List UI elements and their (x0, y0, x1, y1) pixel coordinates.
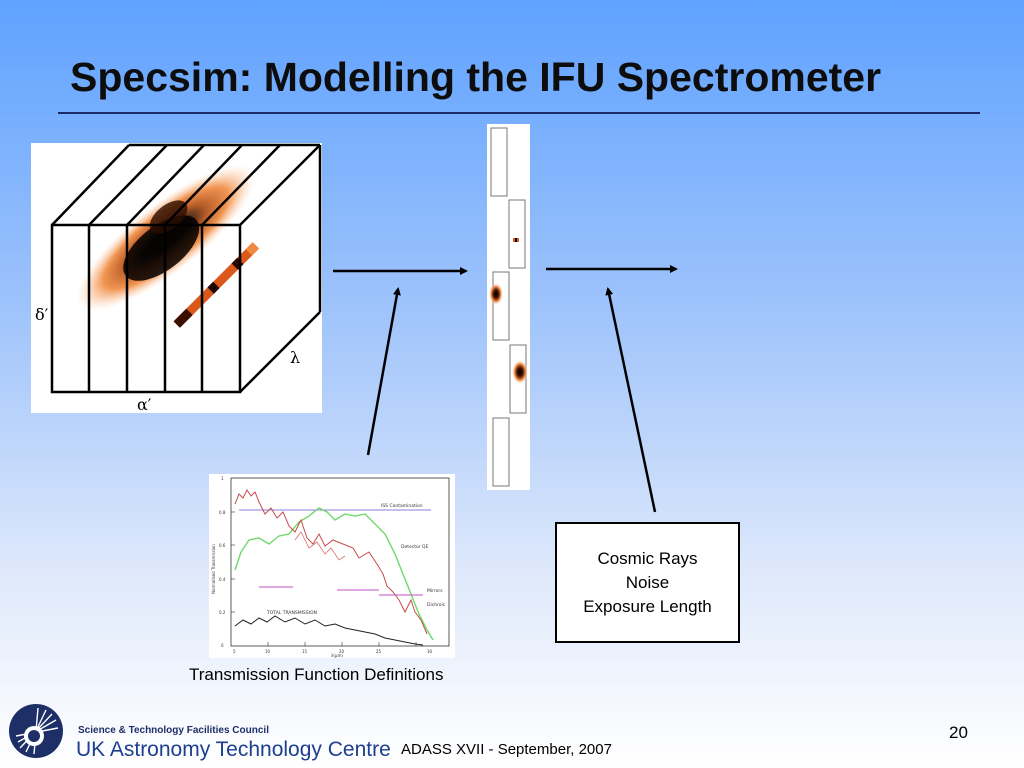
data-cube-figure: δ′ α′ λ (31, 143, 322, 414)
y-tick: 0.6 (219, 543, 226, 548)
data-cube-diagram (50, 143, 322, 394)
y-tick: 0.2 (219, 610, 226, 615)
transmission-plot: ISS Contamination Detector QE Mirrors Di… (209, 474, 455, 658)
axis-delta-label: δ′ (35, 305, 49, 324)
x-axis-label: λ(μm) (331, 653, 343, 658)
axis-lambda-label: λ (290, 348, 301, 367)
y-tick: 0 (221, 643, 224, 648)
page-number: 20 (949, 723, 968, 742)
transmission-curves: ISS Contamination Detector QE Mirrors Di… (211, 476, 450, 658)
x-tick: 10 (265, 649, 271, 654)
x-tick: 5 (233, 649, 236, 654)
noise-line-noise: Noise (625, 572, 670, 592)
noise-parameters-box: Cosmic Rays Noise Exposure Length (555, 522, 740, 643)
x-tick: 20 (339, 649, 345, 654)
slide-title: Specsim: Modelling the IFU Spectrometer (70, 54, 882, 100)
x-tick: 30 (427, 649, 433, 654)
arrow-transmission-up (366, 287, 401, 456)
y-axis-label: Normalised Transmission (211, 544, 216, 594)
y-tick: 1 (221, 476, 224, 481)
legend-iss: ISS Contamination (381, 503, 423, 509)
y-tick: 0.8 (219, 510, 226, 515)
starburst-icon (9, 704, 63, 758)
logo-org-name: Science & Technology Facilities Council (78, 725, 269, 736)
transmission-caption: Transmission Function Definitions (189, 665, 444, 684)
x-tick: 25 (376, 649, 382, 654)
y-tick: 0.4 (219, 577, 226, 582)
axis-alpha-label: α′ (137, 395, 152, 414)
x-tick: 15 (302, 649, 308, 654)
legend-total: TOTAL TRANSMISSION (266, 610, 317, 616)
legend-dichroic: Dichroic (427, 602, 446, 608)
logo-centre-name: UK Astronomy Technology Centre (76, 738, 391, 761)
stfc-logo: Science & Technology Facilities Council … (8, 702, 391, 766)
slice-strip-diagram (489, 127, 528, 487)
noise-line-cosmic-rays: Cosmic Rays (597, 548, 698, 568)
arrow-noise-up (605, 287, 657, 513)
legend-detector-qe: Detector QE (401, 544, 429, 550)
noise-line-exposure: Exposure Length (583, 596, 712, 616)
legend-mirrors: Mirrors (427, 588, 443, 594)
slice-strip-figure (487, 124, 530, 490)
footer-event: ADASS XVII - September, 2007 (401, 741, 612, 758)
title-rule (58, 112, 980, 114)
